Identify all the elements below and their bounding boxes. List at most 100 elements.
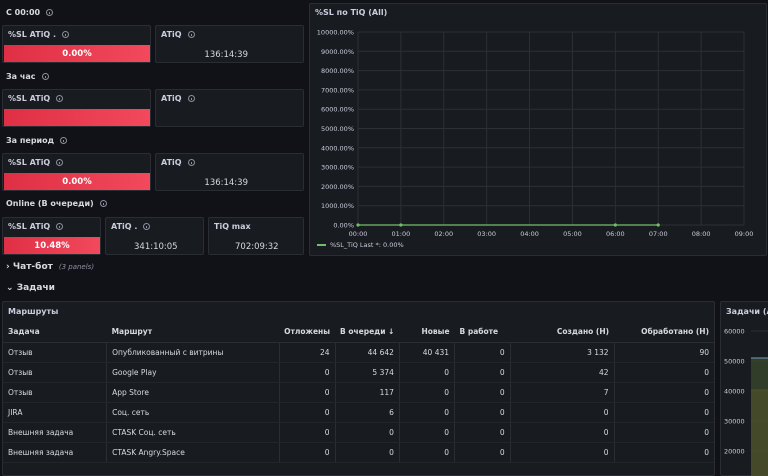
info-icon[interactable] xyxy=(46,9,54,16)
table-cell: 0 xyxy=(279,422,336,443)
info-icon[interactable] xyxy=(187,31,195,38)
atiq-value: 341:10:05 xyxy=(134,242,178,252)
column-header[interactable]: Задача xyxy=(3,322,107,343)
info-icon[interactable] xyxy=(187,159,195,166)
column-header[interactable]: Маршрут xyxy=(106,322,280,343)
table-cell: 0 xyxy=(399,422,456,443)
column-header[interactable]: В очереди ↓ xyxy=(335,322,400,343)
panel-sl-per-period: %SL ATiQ 0.00% xyxy=(2,153,151,191)
y-tick-label: 2000.00% xyxy=(321,183,354,191)
y-tick-label: 6000.00% xyxy=(321,106,354,114)
y-tick-label: 40000 xyxy=(724,388,745,396)
section-per-period: За период xyxy=(6,136,68,145)
y-tick-label: 20000 xyxy=(724,448,745,456)
table-cell: App Store xyxy=(106,382,280,403)
x-tick-label: 05:00 xyxy=(563,230,582,238)
row-tasks[interactable]: ⌄ Задачи xyxy=(6,283,55,293)
x-tick-label: 02:00 xyxy=(434,230,453,238)
row-chatbot[interactable]: › Чат-бот (3 panels) xyxy=(6,262,94,272)
chart-title: %SL по TiQ (All) xyxy=(315,8,388,17)
info-icon[interactable] xyxy=(187,95,195,102)
table-cell: 5 374 xyxy=(335,362,400,383)
info-icon[interactable] xyxy=(60,137,68,144)
table-cell: Отзыв xyxy=(3,382,108,403)
y-tick-label: 60000 xyxy=(724,328,745,336)
table-cell: 90 xyxy=(614,342,714,363)
routes-table: Задача Маршрут Отложены В очереди ↓ Новые В р… xyxy=(3,322,714,463)
chevron-right-icon: › xyxy=(6,262,10,272)
panel-sl-since-midnight: %SL ATiQ . 0.00% xyxy=(2,25,151,63)
table-cell: 3 132 xyxy=(510,342,615,363)
column-header[interactable]: Создано (H) xyxy=(510,322,615,343)
table-header-row: Задача Маршрут Отложены В очереди ↓ Новые В р… xyxy=(3,322,714,343)
tiq-max-value: 702:09:32 xyxy=(235,242,279,252)
data-point xyxy=(399,223,403,227)
column-header[interactable]: Отложены xyxy=(279,322,336,343)
table-cell: Внешняя задача xyxy=(3,442,108,463)
table-cell: 42 xyxy=(510,362,615,383)
panel-title: %SL ATiQ xyxy=(8,158,51,167)
table-cell: 0 xyxy=(510,442,615,463)
section-online: Online (В очереди) xyxy=(6,199,107,208)
panel-atiq-per-period: ATiQ 136:14:39 xyxy=(155,153,304,191)
panel-title: ATiQ xyxy=(161,30,182,39)
table-cell: 0 xyxy=(279,382,336,403)
table-cell: Отзыв xyxy=(3,362,108,383)
legend-swatch xyxy=(317,244,326,246)
panel-title: TiQ max xyxy=(214,222,251,231)
panel-atiq-since-midnight: ATiQ 136:14:39 xyxy=(155,25,304,63)
table-row: Внешняя задача CTASK Соц. сеть 0 0 0 0 0 0 xyxy=(3,422,714,443)
column-header[interactable]: В работе xyxy=(454,322,511,343)
table-cell: CTASK Angry.Space xyxy=(106,442,280,463)
info-icon[interactable] xyxy=(143,223,151,230)
table-row: JIRA Соц. сеть 0 6 0 0 0 0 xyxy=(3,402,714,423)
section-per-hour-title: За час xyxy=(6,72,36,81)
x-tick-label: 01:00 xyxy=(392,230,411,238)
tasks-all-chart: 60000 50000 40000 30000 20000 xyxy=(724,328,768,476)
table-cell: 0 xyxy=(399,382,456,403)
chevron-down-icon: ⌄ xyxy=(6,283,14,293)
section-per-period-title: За период xyxy=(6,136,55,145)
table-cell: 0 xyxy=(454,422,511,443)
y-tick-label: 3000.00% xyxy=(321,164,354,172)
panel-atiq-per-hour: ATiQ xyxy=(155,89,304,127)
row-chatbot-title: Чат-бот xyxy=(12,262,53,272)
y-tick-label: 8000.00% xyxy=(321,67,354,75)
y-tick-label: 5000.00% xyxy=(321,125,354,133)
data-point xyxy=(656,223,660,227)
y-tick-label: 4000.00% xyxy=(321,144,354,152)
info-icon[interactable] xyxy=(56,95,64,102)
panel-atiq-online: ATiQ . 341:10:05 xyxy=(105,217,204,255)
table-cell: 0 xyxy=(614,362,714,383)
section-since-midnight: С 00:00 xyxy=(6,8,54,17)
table-row: Отзыв App Store 0 117 0 0 7 0 xyxy=(3,382,714,403)
info-icon[interactable] xyxy=(41,73,49,80)
panel-sl-online: %SL ATiQ 10.48% xyxy=(2,217,101,255)
section-since-midnight-title: С 00:00 xyxy=(6,8,41,17)
table-cell: 0 xyxy=(335,442,400,463)
info-icon[interactable] xyxy=(62,31,70,38)
sl-value-bar: 10.48% xyxy=(4,237,100,254)
column-header[interactable]: Новые xyxy=(399,322,455,343)
info-icon[interactable] xyxy=(56,223,64,230)
info-icon[interactable] xyxy=(99,200,107,207)
table-cell: 0 xyxy=(399,362,456,383)
table-cell: 40 431 xyxy=(399,342,456,363)
panel-title: ATiQ xyxy=(161,94,182,103)
sl-tiq-line-chart: 0.00% 1000.00% 2000.00% 3000.00% 4000.00% 500… xyxy=(317,29,754,250)
sl-value-bar xyxy=(4,109,150,126)
y-tick-label: 30000 xyxy=(724,418,745,426)
table-cell: 0 xyxy=(454,442,511,463)
table-cell: 0 xyxy=(454,362,511,383)
table-cell: Отзыв xyxy=(3,342,108,363)
info-icon[interactable] xyxy=(56,159,64,166)
panel-sl-per-hour: %SL ATiQ xyxy=(2,89,151,127)
table-cell: 0 xyxy=(614,382,714,403)
table-cell: 0 xyxy=(335,422,400,443)
table-cell: 117 xyxy=(335,382,400,403)
table-row: Отзыв Google Play 0 5 374 0 0 42 0 xyxy=(3,362,714,383)
series-area xyxy=(751,358,768,476)
table-cell: JIRA xyxy=(3,402,108,423)
column-header[interactable]: Обработано (H) xyxy=(614,322,714,343)
x-tick-label: 09:00 xyxy=(735,230,754,238)
